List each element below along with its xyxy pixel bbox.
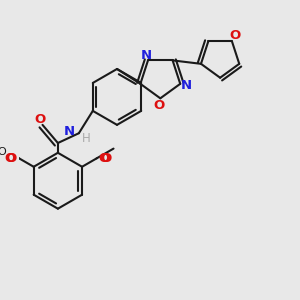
Text: N: N: [64, 125, 75, 138]
Text: O: O: [6, 152, 17, 165]
Text: N: N: [181, 79, 192, 92]
Text: N: N: [141, 49, 152, 62]
Text: O: O: [229, 29, 240, 42]
Text: O: O: [99, 152, 110, 165]
Text: O: O: [100, 152, 111, 165]
Text: O: O: [4, 152, 16, 165]
Text: O: O: [0, 147, 6, 157]
Text: O: O: [34, 113, 45, 126]
Text: O: O: [153, 99, 164, 112]
Text: H: H: [82, 132, 90, 145]
